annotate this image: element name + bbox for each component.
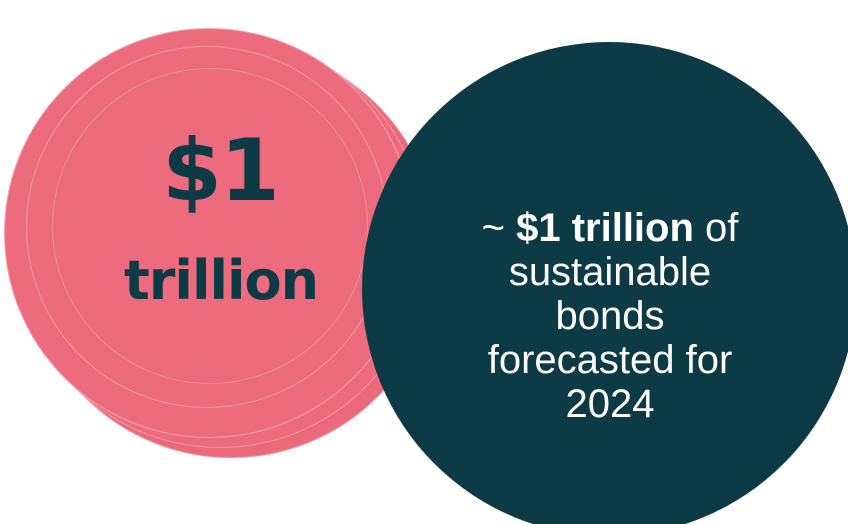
- coin-unit: trillion: [123, 249, 319, 312]
- statement-line-3: bonds: [555, 294, 665, 338]
- statement-highlight: $1 trillion: [516, 206, 694, 250]
- dark-circle: [362, 42, 848, 524]
- statement-prefix: ~: [481, 206, 517, 250]
- circle-statement: ~ $1 trillion of sustainable bonds forec…: [432, 206, 788, 426]
- statement-line-5: 2024: [565, 382, 655, 426]
- statement-line-4: forecasted for: [487, 338, 733, 382]
- coin-ring-inner: [52, 68, 368, 384]
- statement-line-2: sustainable: [508, 250, 712, 294]
- statement-line-1: ~ $1 trillion of: [432, 206, 788, 250]
- coin-amount: $1: [162, 121, 280, 221]
- statement-line-1-rest: of: [693, 206, 739, 250]
